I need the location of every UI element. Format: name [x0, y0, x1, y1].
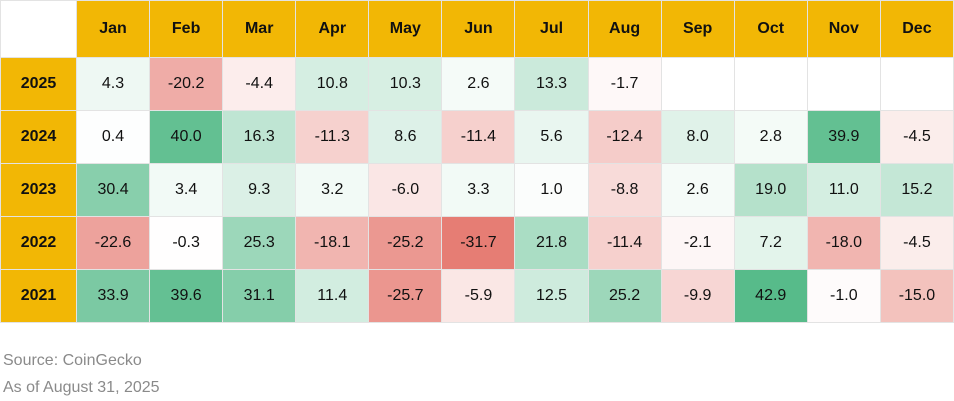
return-cell: 25.3	[222, 216, 297, 270]
month-header: Nov	[806, 0, 881, 58]
return-cell: 1.0	[514, 163, 589, 217]
return-cell: -4.5	[879, 110, 954, 164]
return-cell: 39.9	[806, 110, 881, 164]
month-header: Sep	[660, 0, 735, 58]
return-cell: -11.4	[441, 110, 516, 164]
year-label: 2025	[0, 57, 77, 111]
return-cell: 3.4	[149, 163, 224, 217]
return-cell: 3.3	[441, 163, 516, 217]
return-cell: -4.5	[879, 216, 954, 270]
return-cell: 10.8	[295, 57, 370, 111]
return-cell: -5.9	[441, 269, 516, 323]
empty-cell	[733, 57, 808, 111]
return-cell: 10.3	[368, 57, 443, 111]
year-row: 2025 4.3 -20.2 -4.4 10.8 10.3 2.6 13.3 -1.7	[0, 57, 954, 111]
return-cell: 11.0	[806, 163, 881, 217]
return-cell: -11.3	[295, 110, 370, 164]
corner-cell	[0, 0, 77, 58]
return-cell: 39.6	[149, 269, 224, 323]
source-note: Source: CoinGecko	[3, 352, 142, 369]
return-cell: 11.4	[295, 269, 370, 323]
return-cell: -0.3	[149, 216, 224, 270]
return-cell: 3.2	[295, 163, 370, 217]
return-cell: -8.8	[587, 163, 662, 217]
returns-table: Jan Feb Mar Apr May Jun Jul Aug Sep Oct Nov Dec 202…	[0, 0, 954, 323]
return-cell: -6.0	[368, 163, 443, 217]
month-header: Mar	[222, 0, 297, 58]
return-cell: 19.0	[733, 163, 808, 217]
month-header: Aug	[587, 0, 662, 58]
header-row: Jan Feb Mar Apr May Jun Jul Aug Sep Oct Nov Dec	[0, 0, 954, 58]
return-cell: 0.4	[75, 110, 151, 164]
month-header: Jul	[514, 0, 589, 58]
year-label: 2021	[0, 269, 77, 323]
return-cell: -2.1	[660, 216, 735, 270]
year-label: 2024	[0, 110, 77, 164]
return-cell: 4.3	[75, 57, 151, 111]
year-label: 2023	[0, 163, 77, 217]
return-cell: 2.6	[660, 163, 735, 217]
return-cell: 7.2	[733, 216, 808, 270]
return-cell: 33.9	[75, 269, 151, 323]
return-cell: -18.1	[295, 216, 370, 270]
return-cell: -1.7	[587, 57, 662, 111]
month-header: Jun	[441, 0, 516, 58]
empty-cell	[806, 57, 881, 111]
return-cell: -1.0	[806, 269, 881, 323]
return-cell: -15.0	[879, 269, 954, 323]
empty-cell	[660, 57, 735, 111]
return-cell: 12.5	[514, 269, 589, 323]
month-header: Dec	[879, 0, 954, 58]
month-header: Apr	[295, 0, 370, 58]
month-header: Feb	[149, 0, 224, 58]
return-cell: 8.6	[368, 110, 443, 164]
return-cell: -18.0	[806, 216, 881, 270]
month-header: Jan	[75, 0, 151, 58]
return-cell: -22.6	[75, 216, 151, 270]
return-cell: 30.4	[75, 163, 151, 217]
return-cell: -25.7	[368, 269, 443, 323]
empty-cell	[879, 57, 954, 111]
return-cell: 42.9	[733, 269, 808, 323]
return-cell: 25.2	[587, 269, 662, 323]
return-cell: 5.6	[514, 110, 589, 164]
return-cell: 2.6	[441, 57, 516, 111]
return-cell: 2.8	[733, 110, 808, 164]
return-cell: -11.4	[587, 216, 662, 270]
return-cell: -31.7	[441, 216, 516, 270]
date-note: As of August 31, 2025	[3, 379, 160, 396]
month-header: May	[368, 0, 443, 58]
return-cell: -20.2	[149, 57, 224, 111]
year-row: 2023 30.4 3.4 9.3 3.2 -6.0 3.3 1.0 -8.8 2.6 19.0 11…	[0, 163, 954, 217]
return-cell: 21.8	[514, 216, 589, 270]
return-cell: 15.2	[879, 163, 954, 217]
return-cell: 31.1	[222, 269, 297, 323]
return-cell: 13.3	[514, 57, 589, 111]
return-cell: 40.0	[149, 110, 224, 164]
year-row: 2022 -22.6 -0.3 25.3 -18.1 -25.2 -31.7 21.8 -11.…	[0, 216, 954, 270]
return-cell: 16.3	[222, 110, 297, 164]
year-row: 2021 33.9 39.6 31.1 11.4 -25.7 -5.9 12.5 25.2 -9.…	[0, 269, 954, 323]
return-cell: -25.2	[368, 216, 443, 270]
return-cell: -9.9	[660, 269, 735, 323]
return-cell: -4.4	[222, 57, 297, 111]
year-label: 2022	[0, 216, 77, 270]
return-cell: 8.0	[660, 110, 735, 164]
return-cell: -12.4	[587, 110, 662, 164]
return-cell: 9.3	[222, 163, 297, 217]
year-row: 2024 0.4 40.0 16.3 -11.3 8.6 -11.4 5.6 -12.4 8.0 2…	[0, 110, 954, 164]
month-header: Oct	[733, 0, 808, 58]
